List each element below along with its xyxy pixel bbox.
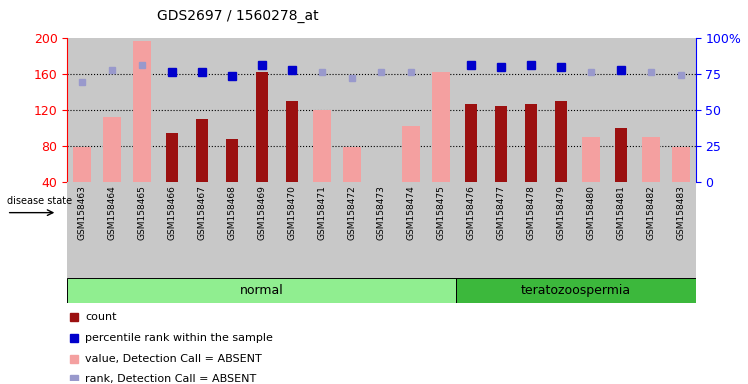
- Bar: [187, 38, 217, 182]
- Text: GSM158475: GSM158475: [437, 185, 446, 240]
- Bar: [636, 38, 666, 182]
- Bar: [396, 182, 426, 278]
- Bar: [402, 126, 420, 182]
- Text: rank, Detection Call = ABSENT: rank, Detection Call = ABSENT: [85, 374, 256, 384]
- Bar: [166, 133, 178, 182]
- Bar: [495, 106, 507, 182]
- Text: GSM158463: GSM158463: [78, 185, 87, 240]
- Bar: [307, 182, 337, 278]
- Text: GSM158480: GSM158480: [586, 185, 595, 240]
- Text: GDS2697 / 1560278_at: GDS2697 / 1560278_at: [157, 9, 319, 23]
- Bar: [516, 182, 546, 278]
- Bar: [127, 182, 157, 278]
- Bar: [157, 182, 187, 278]
- Bar: [97, 182, 127, 278]
- Bar: [256, 72, 268, 182]
- Bar: [247, 182, 277, 278]
- Bar: [582, 137, 600, 182]
- Text: GSM158472: GSM158472: [347, 185, 356, 240]
- Text: GSM158483: GSM158483: [676, 185, 685, 240]
- Text: value, Detection Call = ABSENT: value, Detection Call = ABSENT: [85, 354, 262, 364]
- Bar: [672, 147, 690, 182]
- Bar: [456, 182, 486, 278]
- Bar: [367, 38, 396, 182]
- Bar: [666, 38, 696, 182]
- Bar: [516, 38, 546, 182]
- Bar: [103, 117, 121, 182]
- Bar: [367, 182, 396, 278]
- Text: GSM158469: GSM158469: [257, 185, 266, 240]
- Text: percentile rank within the sample: percentile rank within the sample: [85, 333, 273, 343]
- Bar: [277, 182, 307, 278]
- Text: GSM158467: GSM158467: [197, 185, 206, 240]
- Bar: [396, 38, 426, 182]
- Bar: [313, 111, 331, 182]
- Text: GSM158482: GSM158482: [646, 185, 655, 240]
- Bar: [286, 101, 298, 182]
- Bar: [636, 182, 666, 278]
- Bar: [157, 38, 187, 182]
- Text: GSM158465: GSM158465: [138, 185, 147, 240]
- Bar: [67, 278, 456, 303]
- Bar: [133, 41, 151, 182]
- Bar: [666, 182, 696, 278]
- Bar: [456, 278, 696, 303]
- Bar: [555, 101, 567, 182]
- Bar: [546, 182, 576, 278]
- Bar: [576, 38, 606, 182]
- Text: GSM158471: GSM158471: [317, 185, 326, 240]
- Bar: [432, 72, 450, 182]
- Text: GSM158473: GSM158473: [377, 185, 386, 240]
- Bar: [426, 182, 456, 278]
- Bar: [247, 38, 277, 182]
- Bar: [606, 182, 636, 278]
- Bar: [465, 104, 477, 182]
- Bar: [456, 38, 486, 182]
- Text: GSM158468: GSM158468: [227, 185, 236, 240]
- Bar: [187, 182, 217, 278]
- Text: normal: normal: [240, 285, 283, 297]
- Bar: [546, 38, 576, 182]
- Bar: [127, 38, 157, 182]
- Bar: [486, 182, 516, 278]
- Text: disease state: disease state: [7, 195, 72, 205]
- Bar: [226, 139, 238, 182]
- Bar: [337, 182, 367, 278]
- Text: GSM158479: GSM158479: [557, 185, 565, 240]
- Text: GSM158474: GSM158474: [407, 185, 416, 240]
- Bar: [615, 128, 627, 182]
- Bar: [576, 182, 606, 278]
- Bar: [217, 182, 247, 278]
- Bar: [642, 137, 660, 182]
- Bar: [97, 38, 127, 182]
- Bar: [606, 38, 636, 182]
- Text: count: count: [85, 312, 117, 322]
- Text: GSM158464: GSM158464: [108, 185, 117, 240]
- Bar: [307, 38, 337, 182]
- Text: GSM158481: GSM158481: [616, 185, 625, 240]
- Text: GSM158466: GSM158466: [168, 185, 177, 240]
- Text: GSM158470: GSM158470: [287, 185, 296, 240]
- Text: GSM158477: GSM158477: [497, 185, 506, 240]
- Bar: [525, 104, 537, 182]
- Bar: [486, 38, 516, 182]
- Bar: [67, 38, 97, 182]
- Text: teratozoospermia: teratozoospermia: [521, 285, 631, 297]
- Bar: [73, 147, 91, 182]
- Bar: [277, 38, 307, 182]
- Bar: [196, 119, 208, 182]
- Bar: [67, 182, 97, 278]
- Bar: [426, 38, 456, 182]
- Bar: [343, 147, 361, 182]
- Text: GSM158476: GSM158476: [467, 185, 476, 240]
- Bar: [337, 38, 367, 182]
- Text: GSM158478: GSM158478: [527, 185, 536, 240]
- Bar: [217, 38, 247, 182]
